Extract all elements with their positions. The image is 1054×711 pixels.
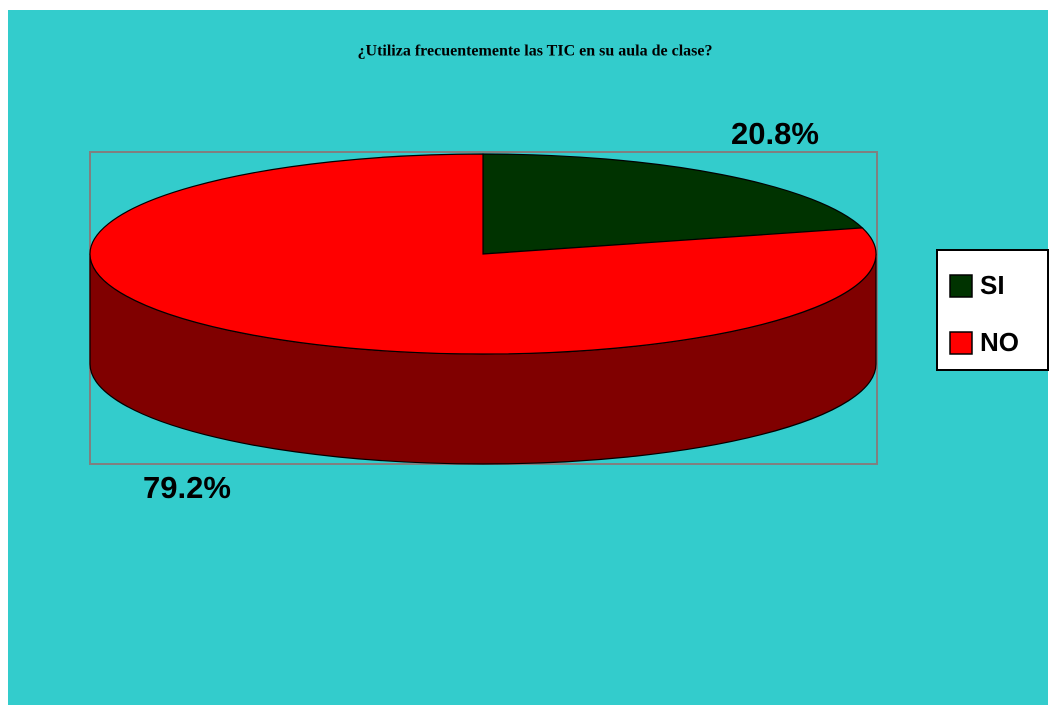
chart-title: ¿Utiliza frecuentemente las TIC en su au… [358,43,713,60]
pie-slice [482,153,864,255]
data-label: 79.2% [143,470,231,505]
legend-label: NO [980,327,1019,357]
data-label: 20.8% [731,116,819,151]
legend-swatch [949,274,973,298]
legend-swatch [949,331,973,355]
legend-label: SI [980,270,1005,300]
pie-slice [89,153,877,355]
